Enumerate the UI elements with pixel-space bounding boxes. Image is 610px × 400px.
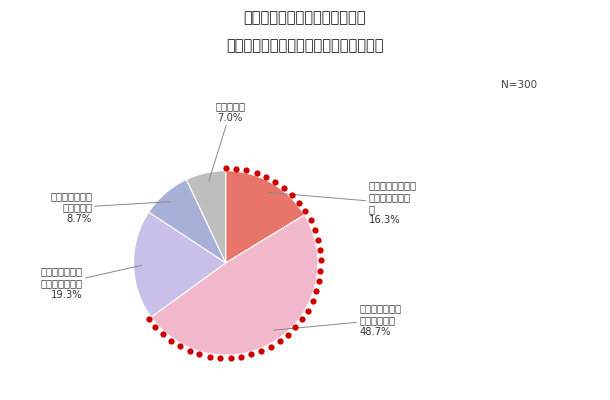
- Text: 必要な情報が提
供されている
48.7%: 必要な情報が提 供されている 48.7%: [273, 304, 401, 337]
- Wedge shape: [149, 180, 226, 263]
- Text: N=300: N=300: [501, 80, 537, 90]
- Wedge shape: [134, 212, 226, 317]
- Text: 十分に必要な情報
が提供されてい
る
16.3%: 十分に必要な情報 が提供されてい る 16.3%: [268, 180, 417, 225]
- Wedge shape: [151, 215, 318, 355]
- Text: 必要な情報が不
足している
8.7%: 必要な情報が不 足している 8.7%: [50, 191, 170, 224]
- Wedge shape: [226, 171, 304, 263]
- Text: わからない
7.0%: わからない 7.0%: [209, 101, 245, 181]
- Wedge shape: [187, 171, 226, 263]
- Text: やや必要な情報
が不足している
19.3%: やや必要な情報 が不足している 19.3%: [41, 265, 142, 300]
- Text: 【図１】マネジメントに必要な: 【図１】マネジメントに必要な: [244, 10, 366, 25]
- Text: 「経営数字データ」の提供（単数回答）: 「経営数字データ」の提供（単数回答）: [226, 38, 384, 53]
